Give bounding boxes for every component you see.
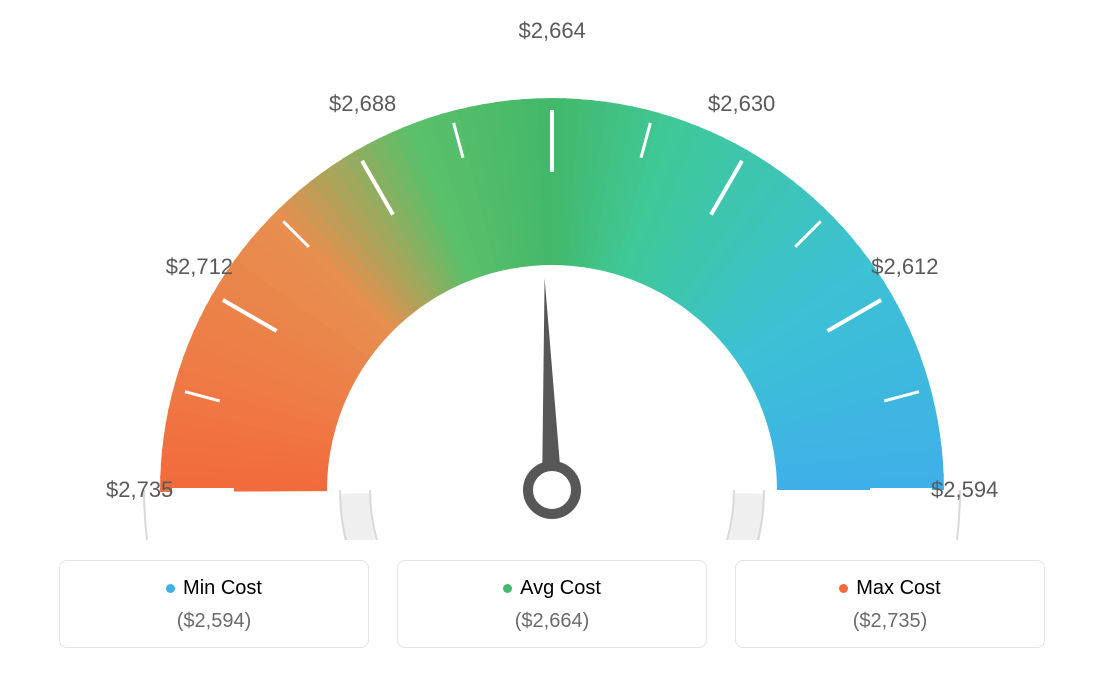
- legend-card-max: Max Cost ($2,735): [735, 560, 1045, 648]
- legend-title-min: Min Cost: [166, 577, 262, 600]
- legend-card-avg: Avg Cost ($2,664): [397, 560, 707, 648]
- legend-title-text: Min Cost: [183, 577, 262, 600]
- dot-icon: [166, 584, 175, 593]
- legend-title-text: Max Cost: [856, 577, 940, 600]
- gauge-tick-label: $2,712: [166, 254, 233, 280]
- legend-title-avg: Avg Cost: [503, 577, 601, 600]
- gauge-tick-label: $2,630: [708, 91, 775, 117]
- legend-title-max: Max Cost: [839, 577, 940, 600]
- legend-value-avg: ($2,664): [418, 610, 686, 633]
- legend-value-max: ($2,735): [756, 610, 1024, 633]
- gauge-tick-label: $2,594: [931, 477, 998, 503]
- legend-row: Min Cost ($2,594) Avg Cost ($2,664) Max …: [20, 560, 1084, 648]
- dot-icon: [503, 584, 512, 593]
- legend-title-text: Avg Cost: [520, 577, 601, 600]
- gauge-tick-label: $2,735: [106, 477, 173, 503]
- dot-icon: [839, 584, 848, 593]
- gauge-tick-label: $2,612: [871, 254, 938, 280]
- legend-card-min: Min Cost ($2,594): [59, 560, 369, 648]
- gauge-svg: [20, 20, 1084, 540]
- legend-value-min: ($2,594): [80, 610, 348, 633]
- gauge-tick-label: $2,688: [329, 91, 396, 117]
- gauge-chart: $2,594 $2,612 $2,630 $2,664 $2,688 $2,712 $2,7…: [20, 20, 1084, 540]
- gauge-tick-label: $2,664: [519, 18, 586, 44]
